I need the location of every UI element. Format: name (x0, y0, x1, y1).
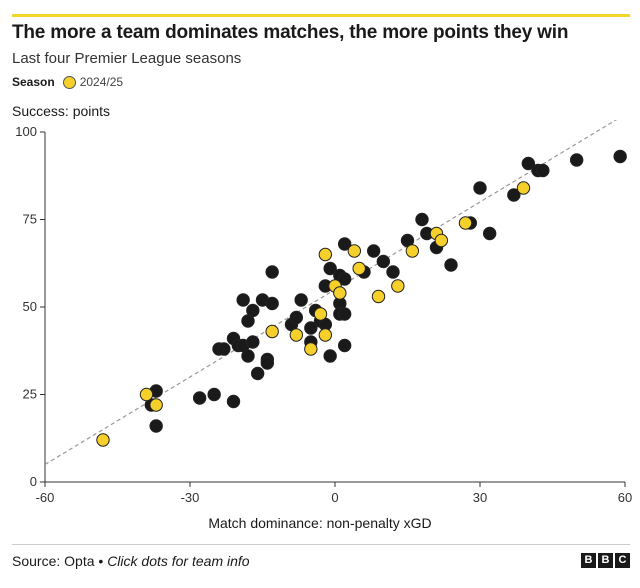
y-tick-label: 50 (23, 299, 37, 314)
data-point-other-season[interactable] (265, 265, 279, 279)
data-point-other-season[interactable] (337, 237, 352, 251)
chart-subtitle: Last four Premier League seasons (12, 50, 242, 67)
data-point-other-season[interactable] (250, 366, 265, 381)
legend-label: Season (12, 75, 55, 89)
x-tick-label: -60 (36, 490, 55, 505)
bbc-logo-letter: B (598, 553, 613, 568)
data-point-2024-25[interactable] (405, 244, 420, 258)
data-point-2024-25[interactable] (333, 286, 347, 300)
data-point-2024-25[interactable] (304, 342, 318, 356)
data-point-other-season[interactable] (613, 149, 627, 164)
data-point-other-season[interactable] (366, 244, 381, 258)
data-point-2024-25[interactable] (318, 247, 333, 262)
data-point-other-season[interactable] (192, 391, 207, 405)
data-point-2024-25[interactable] (434, 233, 449, 248)
source-separator: • (94, 553, 108, 569)
data-point-other-season[interactable] (289, 310, 304, 325)
y-tick-label: 0 (30, 474, 37, 489)
data-point-other-season[interactable] (444, 258, 458, 272)
data-point-other-season[interactable] (337, 307, 352, 321)
data-point-other-season[interactable] (294, 293, 308, 307)
data-point-2024-25[interactable] (313, 307, 328, 321)
data-point-2024-25[interactable] (371, 289, 386, 304)
data-point-other-season[interactable] (246, 303, 260, 318)
data-point-2024-25[interactable] (265, 324, 279, 339)
data-point-other-season[interactable] (236, 293, 250, 307)
data-point-other-season[interactable] (337, 338, 352, 353)
click-hint: Click dots for team info (107, 553, 250, 569)
data-point-2024-25[interactable] (139, 387, 154, 402)
data-point-other-season[interactable] (482, 226, 497, 241)
data-point-other-season[interactable] (323, 349, 337, 363)
data-point-other-season[interactable] (569, 153, 584, 167)
data-point-other-season[interactable] (207, 387, 221, 402)
bbc-logo: B B C (581, 553, 630, 568)
data-point-other-season[interactable] (265, 296, 279, 311)
bbc-logo-letter: C (615, 553, 630, 568)
y-tick-label: 25 (23, 387, 37, 402)
data-point-other-season[interactable] (226, 394, 241, 409)
x-tick-label: 0 (331, 490, 338, 505)
x-tick-label: 60 (618, 490, 632, 505)
data-point-other-season[interactable] (304, 321, 318, 335)
legend-entry-2024-25: 2024/25 (79, 75, 124, 89)
data-point-other-season[interactable] (473, 181, 487, 195)
scatter-chart: 0 25 50 75 100 -60 -30 0 30 60 (15, 120, 632, 505)
data-point-other-season[interactable] (217, 342, 231, 356)
data-point-other-season[interactable] (246, 335, 260, 349)
data-point-other-season[interactable] (241, 349, 255, 363)
x-tick-label: -30 (181, 490, 200, 505)
x-tick-label: 30 (473, 490, 487, 505)
data-point-other-season[interactable] (386, 265, 400, 279)
source-note: Source: Opta • Click dots for team info (12, 553, 250, 569)
data-point-other-season[interactable] (323, 261, 337, 276)
y-axis-label: Success: points (12, 103, 111, 119)
data-point-2024-25[interactable] (458, 216, 473, 230)
data-point-2024-25[interactable] (352, 261, 366, 276)
legend-swatch-2024-25 (62, 75, 76, 89)
data-point-2024-25[interactable] (318, 328, 333, 342)
data-point-other-season[interactable] (415, 212, 429, 227)
data-point-2024-25[interactable] (149, 398, 163, 412)
footer-rule (12, 544, 630, 545)
data-point-other-season[interactable] (507, 188, 521, 202)
data-point-other-season[interactable] (376, 254, 391, 269)
y-tick-label: 75 (23, 212, 37, 227)
data-point-other-season[interactable] (149, 419, 163, 433)
data-point-other-season[interactable] (337, 272, 352, 286)
data-point-2024-25[interactable] (96, 433, 110, 447)
source-text: Source: Opta (12, 553, 95, 569)
data-point-2024-25[interactable] (516, 181, 531, 195)
y-tick-label: 100 (15, 124, 37, 139)
legend: Season 2024/25 (12, 75, 123, 89)
data-point-2024-25[interactable] (391, 279, 405, 293)
data-point-2024-25[interactable] (347, 244, 362, 258)
x-axis-label: Match dominance: non-penalty xGD (208, 515, 432, 531)
top-accent-rule (12, 14, 630, 17)
data-point-other-season[interactable] (536, 163, 550, 178)
chart-title: The more a team dominates matches, the m… (12, 22, 569, 43)
data-point-2024-25[interactable] (289, 328, 304, 342)
bbc-logo-letter: B (581, 553, 596, 568)
data-point-other-season[interactable] (521, 156, 536, 171)
data-point-other-season[interactable] (260, 356, 275, 370)
